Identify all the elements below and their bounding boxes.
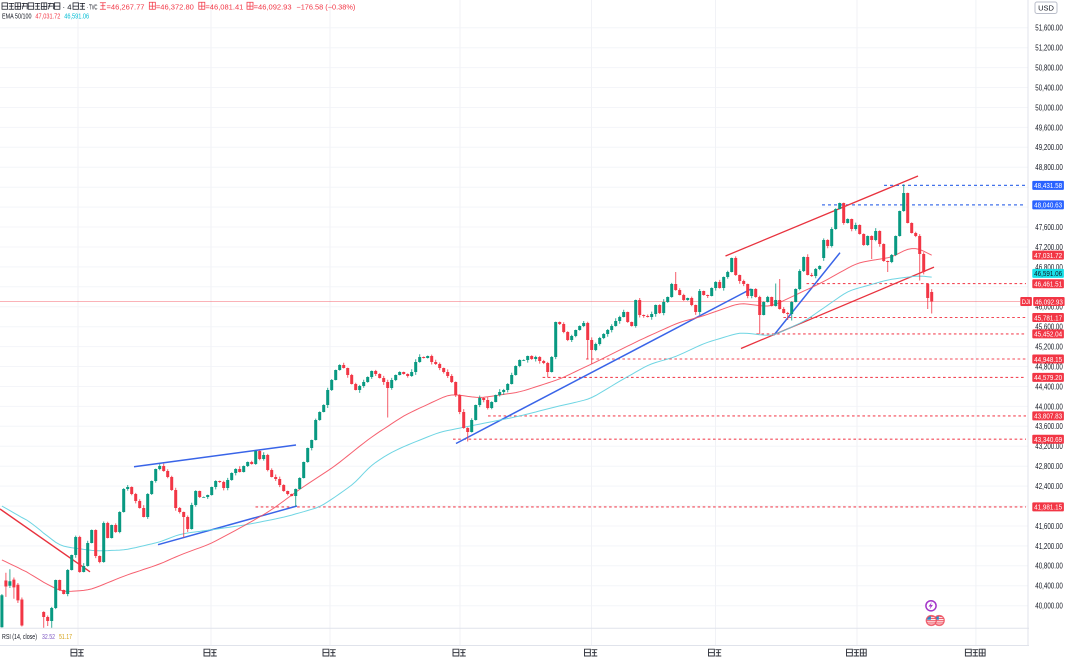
svg-text:50,000.00: 50,000.00 (1035, 103, 1063, 112)
svg-text:46,591.06: 46,591.06 (64, 11, 89, 20)
svg-text:· 4: · 4 (63, 2, 72, 11)
svg-text:40,000.00: 40,000.00 (1035, 602, 1063, 611)
svg-text:USD: USD (1038, 4, 1054, 13)
svg-text:40,800.00: 40,800.00 (1035, 562, 1063, 571)
svg-text:=46,092.93: =46,092.93 (254, 2, 292, 11)
svg-text:RSI (14, close): RSI (14, close) (2, 632, 37, 641)
svg-text:32.52: 32.52 (42, 632, 55, 641)
svg-text:47,200.00: 47,200.00 (1035, 243, 1063, 252)
svg-text:43,807.83: 43,807.83 (1034, 412, 1062, 421)
svg-text:43,200.00: 43,200.00 (1035, 442, 1063, 451)
svg-text:50,800.00: 50,800.00 (1035, 64, 1063, 73)
svg-text:49,600.00: 49,600.00 (1035, 123, 1063, 132)
svg-text:EMA 50/100: EMA 50/100 (2, 11, 32, 20)
svg-text:45,452.04: 45,452.04 (1034, 330, 1062, 339)
svg-text:47,031.72: 47,031.72 (1034, 251, 1062, 260)
svg-text:48,800.00: 48,800.00 (1035, 163, 1063, 172)
svg-text:−176.58 (−0.38%): −176.58 (−0.38%) (296, 2, 355, 11)
svg-text:40,400.00: 40,400.00 (1035, 582, 1063, 591)
svg-text:44,400.00: 44,400.00 (1035, 382, 1063, 391)
svg-text:46,000.00: 46,000.00 (1035, 303, 1063, 312)
svg-text:47,600.00: 47,600.00 (1035, 223, 1063, 232)
svg-text:=46,372.80: =46,372.80 (156, 2, 194, 11)
svg-text:43,340.69: 43,340.69 (1034, 435, 1062, 444)
svg-text:46,591.06: 46,591.06 (1034, 269, 1062, 278)
svg-text:45,781.17: 45,781.17 (1034, 313, 1062, 322)
svg-text:46,461.51: 46,461.51 (1034, 280, 1062, 289)
svg-text:51,600.00: 51,600.00 (1035, 24, 1063, 33)
svg-text:44,948.15: 44,948.15 (1034, 355, 1062, 364)
svg-text:44,579.20: 44,579.20 (1034, 373, 1062, 382)
svg-text:48,431.58: 48,431.58 (1034, 181, 1062, 190)
svg-text:45,600.00: 45,600.00 (1035, 323, 1063, 332)
svg-text:41,200.00: 41,200.00 (1035, 542, 1063, 551)
svg-text:46,800.00: 46,800.00 (1035, 263, 1063, 272)
svg-text:46,092.93: 46,092.93 (1035, 297, 1063, 306)
svg-text:41,981.15: 41,981.15 (1034, 503, 1062, 512)
svg-text:45,200.00: 45,200.00 (1035, 343, 1063, 352)
svg-text:50,400.00: 50,400.00 (1035, 83, 1063, 92)
svg-text:51,200.00: 51,200.00 (1035, 44, 1063, 53)
svg-text:41,600.00: 41,600.00 (1035, 522, 1063, 531)
svg-text:=46,267.77: =46,267.77 (107, 2, 145, 11)
svg-text:43,600.00: 43,600.00 (1035, 422, 1063, 431)
svg-text:44,000.00: 44,000.00 (1035, 402, 1063, 411)
svg-text:=46,081.41: =46,081.41 (205, 2, 243, 11)
svg-text:44,800.00: 44,800.00 (1035, 362, 1063, 371)
svg-text:42,800.00: 42,800.00 (1035, 462, 1063, 471)
svg-text:49,200.00: 49,200.00 (1035, 143, 1063, 152)
svg-text:DJI: DJI (1022, 300, 1031, 306)
svg-text:51.17: 51.17 (59, 632, 72, 641)
svg-text:42,400.00: 42,400.00 (1035, 482, 1063, 491)
svg-text:· TVC: · TVC (87, 2, 98, 11)
svg-text:47,031.72: 47,031.72 (35, 11, 60, 20)
svg-text:48,040.63: 48,040.63 (1034, 201, 1062, 210)
